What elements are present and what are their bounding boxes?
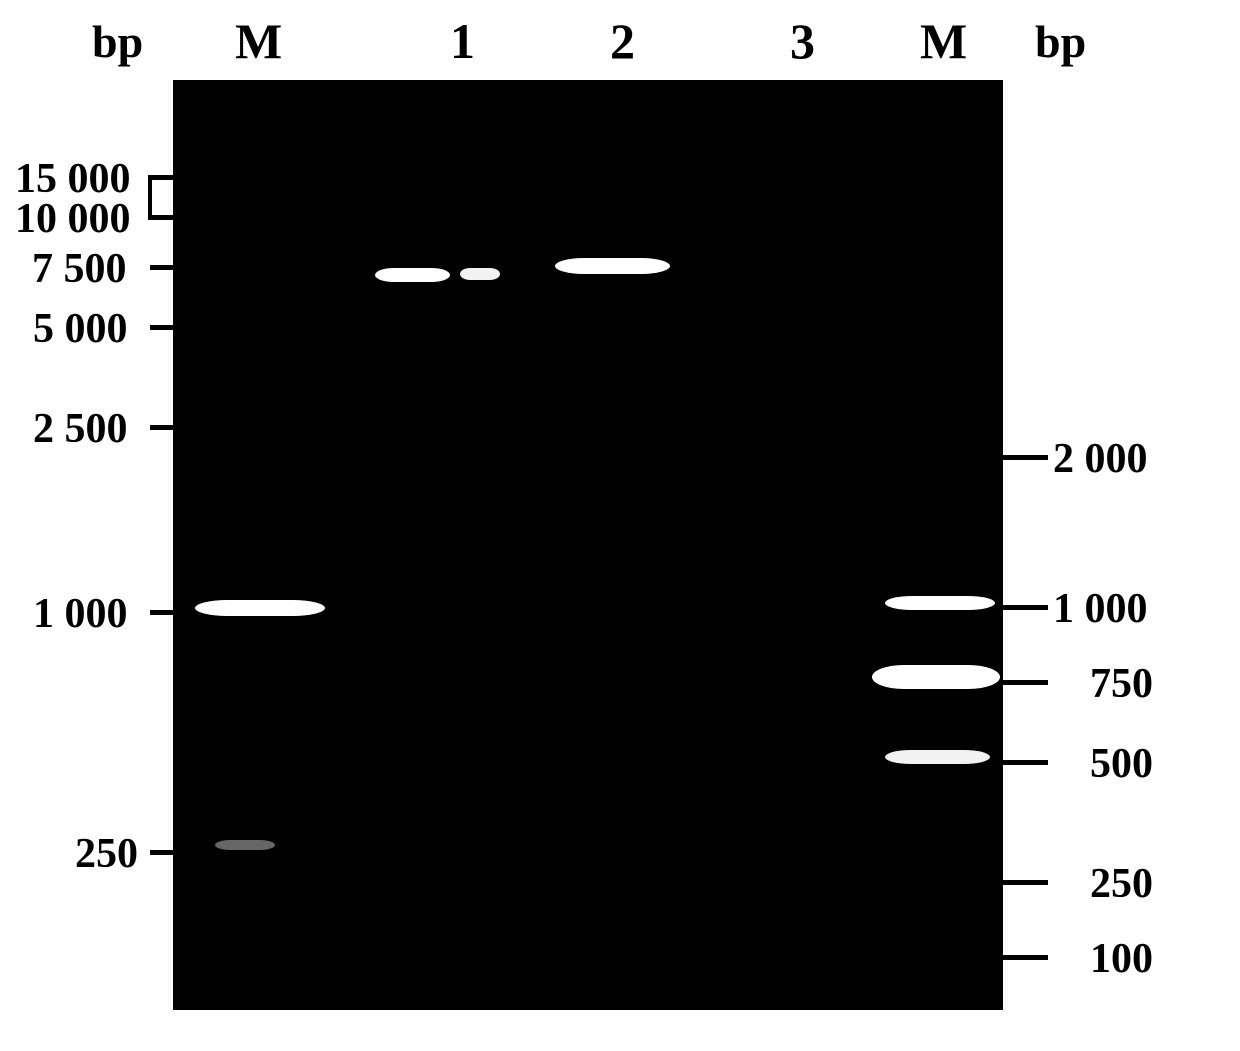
lane-header: 3 bbox=[790, 12, 815, 70]
right-ladder-label: 750 bbox=[1090, 660, 1153, 708]
gel-band bbox=[375, 268, 450, 282]
left-tick bbox=[150, 215, 175, 220]
gel-band bbox=[460, 268, 500, 280]
right-tick bbox=[1003, 880, 1048, 885]
left-tick bbox=[150, 175, 175, 180]
lane-header: 2 bbox=[610, 12, 635, 70]
gel-band bbox=[555, 258, 670, 274]
left-ladder-label: 250 bbox=[75, 830, 138, 878]
gel-band bbox=[215, 840, 275, 850]
lane-header: bp bbox=[92, 15, 143, 68]
right-tick bbox=[1003, 605, 1048, 610]
gel-band bbox=[872, 665, 1000, 689]
left-tick bbox=[150, 265, 175, 270]
left-ladder-label: 7 500 bbox=[32, 245, 127, 293]
left-ladder-label: 2 500 bbox=[33, 405, 128, 453]
right-tick bbox=[1003, 760, 1048, 765]
left-ladder-label: 1 000 bbox=[33, 590, 128, 638]
right-ladder-label: 1 000 bbox=[1053, 585, 1148, 633]
left-tick bbox=[150, 850, 175, 855]
right-tick bbox=[1003, 955, 1048, 960]
left-ladder-label: 10 000 bbox=[15, 195, 131, 243]
lane-header: 1 bbox=[450, 12, 475, 70]
right-ladder-label: 100 bbox=[1090, 935, 1153, 983]
lane-header: M bbox=[235, 12, 282, 70]
right-ladder-label: 500 bbox=[1090, 740, 1153, 788]
lane-header: M bbox=[920, 12, 967, 70]
right-tick bbox=[1003, 455, 1048, 460]
lane-header: bp bbox=[1035, 15, 1086, 68]
gel-image bbox=[173, 80, 1003, 1010]
left-bracket bbox=[148, 175, 152, 220]
gel-band bbox=[195, 600, 325, 616]
right-ladder-label: 250 bbox=[1090, 860, 1153, 908]
right-tick bbox=[1003, 680, 1048, 685]
gel-band bbox=[885, 750, 990, 764]
left-ladder-label: 5 000 bbox=[33, 305, 128, 353]
gel-band bbox=[885, 596, 995, 610]
left-tick bbox=[150, 325, 175, 330]
right-ladder-label: 2 000 bbox=[1053, 435, 1148, 483]
left-tick bbox=[150, 610, 175, 615]
left-tick bbox=[150, 425, 175, 430]
gel-electrophoresis-figure: bpM123Mbp15 00010 0007 5005 0002 5001 00… bbox=[0, 0, 1240, 1051]
